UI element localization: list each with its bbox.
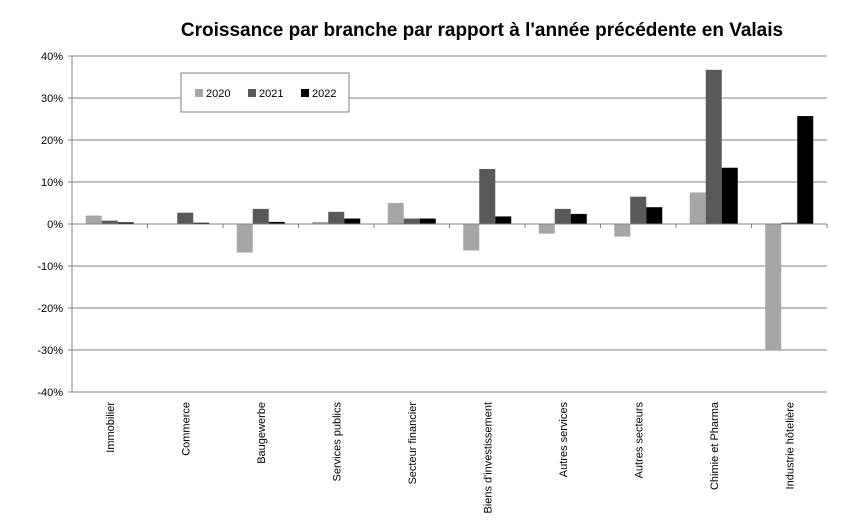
x-category-label: Secteur financier	[407, 402, 419, 485]
x-category-label: Chimie et Pharma	[709, 401, 721, 490]
bar	[236, 224, 253, 253]
legend-label: 2020	[206, 88, 230, 100]
y-tick-label: 30%	[41, 93, 63, 105]
x-axis-category-labels: Immobilier Commerce Baugewerbe Services pub…	[105, 401, 797, 513]
bar	[193, 222, 210, 224]
y-tick-label: 40%	[41, 51, 63, 63]
bar	[419, 218, 436, 224]
x-category-label: Autres secteurs	[633, 402, 645, 479]
bar	[646, 207, 663, 224]
legend: 2020 2021 2022	[180, 72, 350, 113]
y-tick-label: 0%	[47, 219, 63, 231]
bar	[765, 224, 782, 350]
bar	[268, 221, 285, 224]
bar	[252, 208, 269, 224]
legend-box	[180, 72, 350, 113]
x-category-label: Autres services	[558, 402, 570, 478]
bar	[117, 222, 134, 224]
bar	[344, 218, 361, 224]
legend-swatch	[301, 89, 309, 97]
bar	[463, 224, 480, 251]
x-category-label: Services publics	[331, 402, 343, 482]
x-category-label: Baugewerbe	[256, 402, 268, 464]
bar	[614, 224, 631, 237]
axes	[71, 56, 828, 392]
bar	[705, 69, 722, 224]
bar	[538, 224, 555, 234]
y-axis-tick-labels: 40% 30% 20% 10% 0% -10% -20% -30% -40%	[37, 51, 63, 399]
bar	[721, 167, 738, 224]
bar	[797, 116, 814, 224]
bar	[312, 221, 329, 224]
x-category-label: Commerce	[180, 402, 192, 456]
legend-label: 2022	[312, 88, 336, 100]
bar	[630, 196, 647, 224]
y-tick-label: -20%	[37, 303, 63, 315]
y-tick-label: 20%	[41, 135, 63, 147]
x-category-label: Immobilier	[105, 402, 117, 453]
bar	[85, 215, 102, 224]
legend-swatch	[248, 89, 256, 97]
y-tick-label: -30%	[37, 345, 63, 357]
bars	[85, 69, 814, 350]
bar	[689, 192, 706, 224]
bar	[781, 222, 798, 224]
bar	[403, 218, 420, 224]
bar	[328, 211, 345, 224]
bar	[101, 220, 118, 224]
bar	[570, 213, 587, 224]
chart-title: Croissance par branche par rapport à l'a…	[181, 20, 783, 41]
legend-swatch	[195, 89, 203, 97]
legend-label: 2021	[259, 88, 283, 100]
y-tick-label: 10%	[41, 177, 63, 189]
bar	[554, 208, 571, 224]
x-category-label: Biens d'investissement	[482, 402, 494, 514]
bar	[495, 216, 512, 224]
y-tick-label: -10%	[37, 261, 63, 273]
bar	[177, 212, 194, 224]
x-category-label: Industrie hôtelière	[784, 402, 796, 489]
y-tick-label: -40%	[37, 387, 63, 399]
bar	[479, 168, 496, 224]
bar	[387, 203, 404, 224]
